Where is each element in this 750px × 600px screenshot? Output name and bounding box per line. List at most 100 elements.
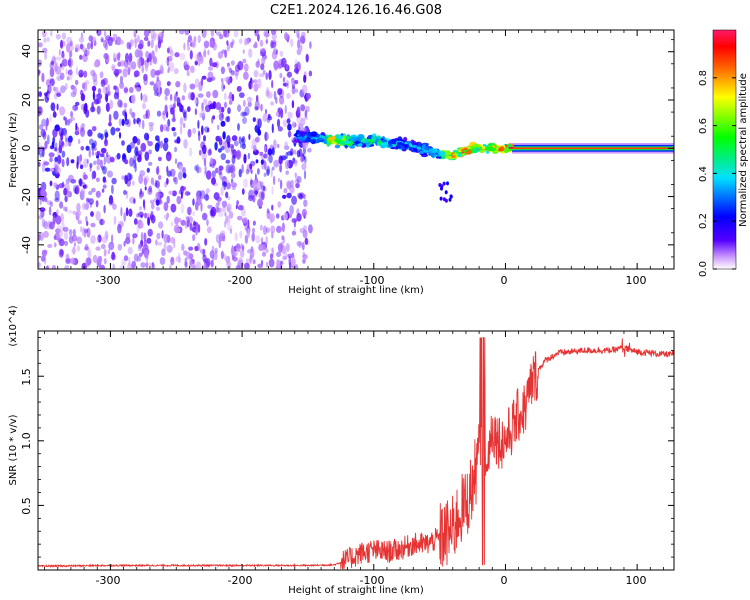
noise-mark <box>239 230 243 239</box>
noise-mark <box>65 258 71 265</box>
noise-mark <box>162 110 166 116</box>
noise-mark <box>218 210 224 218</box>
noise-mark <box>49 157 53 163</box>
noise-mark <box>241 143 246 150</box>
trace-mark <box>444 198 448 203</box>
noise-mark <box>228 67 232 74</box>
noise-mark <box>43 161 50 166</box>
noise-mark <box>228 211 234 219</box>
noise-mark <box>123 87 129 93</box>
noise-mark <box>285 170 290 175</box>
trace-mark <box>300 136 304 143</box>
noise-mark <box>257 78 262 89</box>
noise-mark <box>243 153 247 164</box>
noise-mark <box>279 95 285 105</box>
noise-mark <box>253 79 258 84</box>
noise-mark <box>241 164 244 174</box>
noise-mark <box>140 221 144 229</box>
noise-mark <box>47 244 53 248</box>
noise-mark <box>54 61 59 69</box>
noise-mark <box>75 79 79 86</box>
trace-mark <box>467 146 472 150</box>
noise-mark <box>301 31 306 38</box>
noise-mark <box>146 167 150 173</box>
noise-mark <box>41 30 47 38</box>
noise-mark <box>169 168 176 177</box>
noise-mark <box>155 167 159 175</box>
noise-mark <box>115 72 119 78</box>
noise-mark <box>292 159 298 164</box>
noise-mark <box>289 204 294 215</box>
noise-mark <box>138 150 143 157</box>
noise-mark <box>79 54 83 60</box>
colorbar-tick-label: 0.2 <box>698 213 709 229</box>
trace-mark <box>451 155 456 159</box>
noise-mark <box>96 236 100 244</box>
noise-mark <box>150 214 156 224</box>
noise-mark <box>199 112 203 118</box>
trace-mark <box>442 181 446 186</box>
noise-mark <box>143 30 150 38</box>
noise-mark <box>61 32 67 40</box>
noise-mark <box>144 212 147 219</box>
noise-mark <box>125 232 131 240</box>
noise-mark <box>53 242 57 248</box>
noise-mark <box>72 104 75 110</box>
noise-mark <box>44 197 48 203</box>
noise-mark <box>224 220 227 228</box>
noise-mark <box>210 30 215 37</box>
noise-mark <box>113 215 117 225</box>
noise-mark <box>264 131 269 141</box>
noise-mark <box>107 249 111 255</box>
noise-mark <box>255 61 260 68</box>
trace-mark <box>336 134 344 140</box>
noise-mark <box>232 39 235 45</box>
noise-mark <box>221 200 227 208</box>
noise-mark <box>79 43 84 50</box>
noise-mark <box>183 111 187 119</box>
noise-mark <box>111 234 114 244</box>
noise-mark <box>80 146 85 151</box>
colorbar-label: Normalized spectral amplitude <box>738 73 749 227</box>
noise-mark <box>154 91 160 97</box>
noise-mark <box>295 88 299 93</box>
noise-mark <box>68 174 74 182</box>
noise-mark <box>287 130 292 138</box>
noise-mark <box>225 255 231 264</box>
noise-mark <box>296 30 300 39</box>
noise-mark <box>296 48 302 56</box>
noise-mark <box>134 162 137 173</box>
noise-mark <box>220 185 224 196</box>
noise-mark <box>116 152 121 160</box>
noise-mark <box>226 40 229 46</box>
noise-mark <box>95 190 101 198</box>
noise-mark <box>179 52 186 61</box>
noise-mark <box>279 163 282 173</box>
noise-mark <box>83 174 88 180</box>
noise-mark <box>196 195 202 206</box>
noise-mark <box>184 30 190 36</box>
noise-mark <box>140 92 143 101</box>
noise-mark <box>266 165 271 175</box>
noise-mark <box>44 167 51 172</box>
noise-mark <box>162 141 169 152</box>
noise-mark <box>287 151 293 156</box>
noise-mark <box>227 224 233 231</box>
noise-mark <box>241 111 248 117</box>
noise-mark <box>284 32 289 40</box>
noise-mark <box>88 190 93 196</box>
noise-mark <box>135 87 141 92</box>
noise-mark <box>158 156 162 162</box>
noise-mark <box>301 37 305 45</box>
y-tick-label: 20 <box>20 93 33 107</box>
noise-mark <box>53 86 57 92</box>
noise-mark <box>190 65 195 74</box>
noise-mark <box>187 128 192 138</box>
noise-mark <box>236 247 241 253</box>
noise-mark <box>52 214 56 225</box>
noise-mark <box>173 93 178 102</box>
noise-mark <box>189 83 196 90</box>
trace-mark <box>449 194 453 199</box>
noise-mark <box>39 153 42 158</box>
noise-mark <box>68 59 72 65</box>
